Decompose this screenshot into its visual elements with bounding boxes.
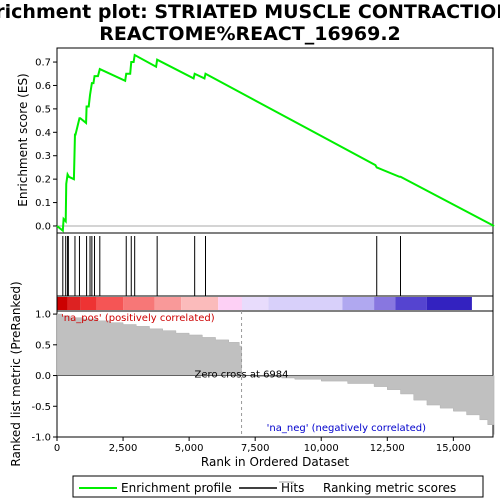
x-axis: 0 2,500 5,000 7,500 10,000 12,500 15,000 <box>54 437 471 454</box>
heatmap-segment <box>241 297 269 310</box>
metric-tick-label: 0.5 <box>35 340 51 351</box>
legend-enrichment-label: Enrichment profile <box>121 481 232 495</box>
metric-axis: 1.0 0.5 0.0 -0.5 -1.0 <box>31 310 57 444</box>
es-tick-label: 0.4 <box>35 128 51 139</box>
metric-tick-label: 0.0 <box>35 371 51 382</box>
metric-ylabel: Ranked list metric (PreRanked) <box>9 281 23 466</box>
heatmap-segment <box>96 297 124 310</box>
x-tick-label: 15,000 <box>436 443 471 454</box>
es-ylabel: Enrichment score (ES) <box>16 73 30 206</box>
es-tick-label: 0.0 <box>35 221 51 232</box>
legend-hits-label: Hits <box>281 481 304 495</box>
metric-tick-label: -1.0 <box>31 433 51 444</box>
metric-tick-label: -0.5 <box>31 402 51 413</box>
legend-box <box>72 475 484 498</box>
pos-correlated-label: 'na_pos' (positively correlated) <box>61 313 215 324</box>
hits-markers <box>62 236 402 296</box>
rank-heatmap-bar <box>57 297 472 310</box>
heatmap-segment <box>123 297 155 310</box>
heatmap-segment <box>395 297 427 310</box>
heatmap-segment <box>426 297 472 310</box>
es-tick-label: 0.2 <box>35 175 51 186</box>
es-axis: 0.0 0.1 0.2 0.3 0.4 0.5 0.6 0.7 <box>35 58 57 232</box>
x-tick-label: 12,500 <box>370 443 405 454</box>
chart-title-line1: Enrichment plot: STRIATED MUSCLE CONTRAC… <box>0 1 500 23</box>
heatmap-segment <box>80 297 97 310</box>
heatmap-segment <box>67 297 81 310</box>
x-tick-label: 5,000 <box>175 443 204 454</box>
heatmap-segment <box>268 297 343 310</box>
x-tick-label: 10,000 <box>304 443 339 454</box>
neg-correlated-label: 'na_neg' (negatively correlated) <box>267 423 426 434</box>
x-tick-label: 7,500 <box>241 443 270 454</box>
heatmap-segment <box>57 297 68 310</box>
x-tick-label: 0 <box>54 443 60 454</box>
heatmap-segment <box>181 297 219 310</box>
es-tick-label: 0.1 <box>35 198 51 209</box>
zero-cross-label: Zero cross at 6984 <box>195 370 289 381</box>
metric-tick-label: 1.0 <box>35 310 51 321</box>
x-tick-label: 2,500 <box>109 443 138 454</box>
es-tick-label: 0.6 <box>35 81 51 92</box>
heatmap-segment <box>218 297 242 310</box>
es-panel <box>56 47 494 234</box>
es-tick-label: 0.3 <box>35 151 51 162</box>
enrichment-profile-line <box>56 53 495 233</box>
legend-metric-label: Ranking metric scores <box>323 481 456 495</box>
heatmap-segment <box>342 297 375 310</box>
x-axis-label: Rank in Ordered Dataset <box>201 455 349 469</box>
hits-panel <box>56 232 494 297</box>
es-tick-label: 0.7 <box>35 58 51 69</box>
es-tick-label: 0.5 <box>35 104 51 115</box>
chart-title-line2: REACTOME%REACT_16969.2 <box>99 23 401 45</box>
heatmap-segment <box>374 297 396 310</box>
heatmap-segment <box>154 297 182 310</box>
